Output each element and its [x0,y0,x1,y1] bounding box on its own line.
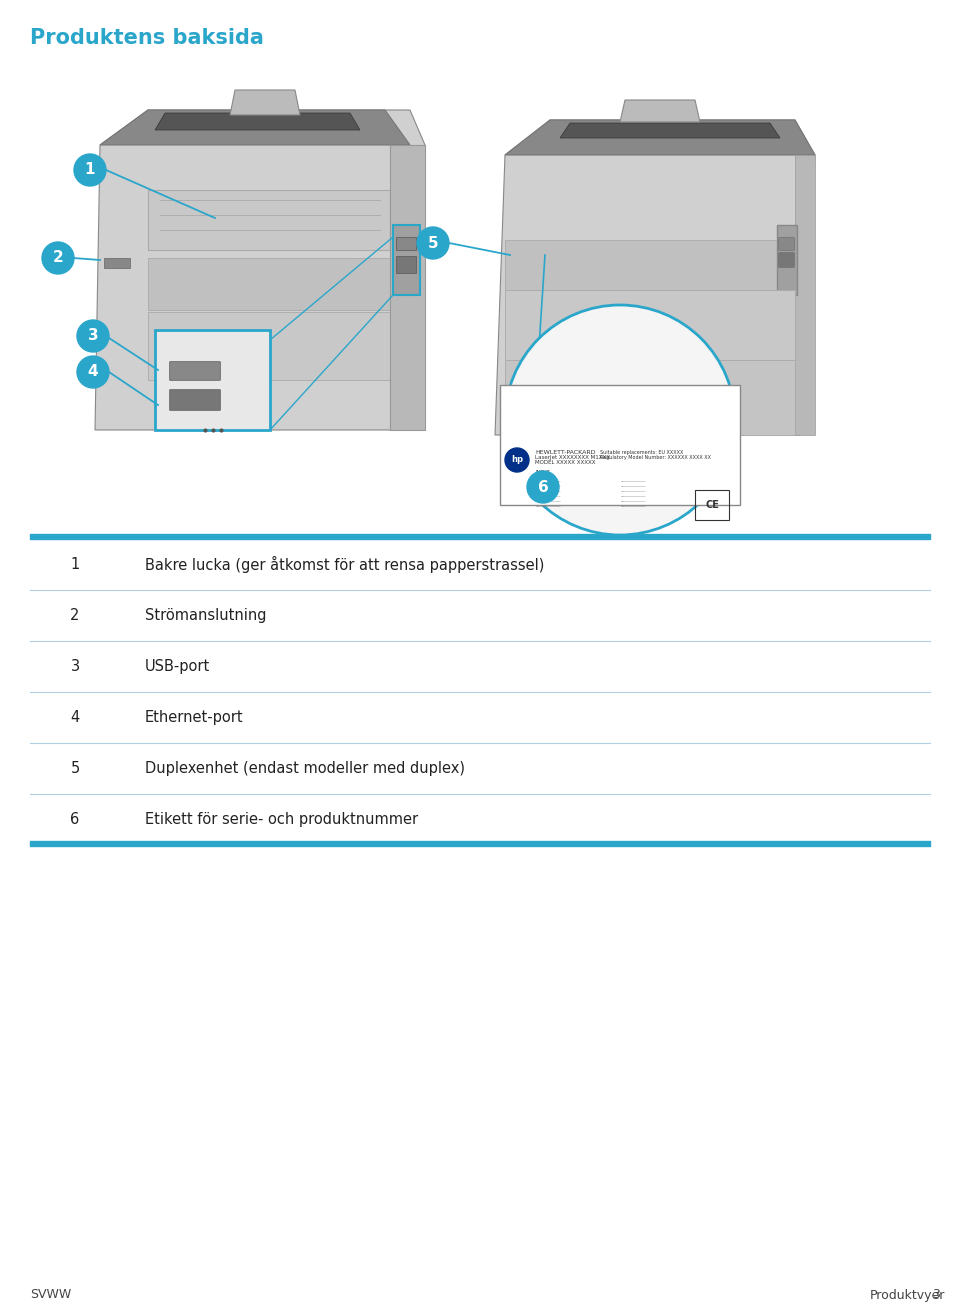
Text: Regulatory Model Number: XXXXXX XXXX XX: Regulatory Model Number: XXXXXX XXXX XX [600,455,711,461]
Polygon shape [560,122,780,138]
Polygon shape [495,120,815,436]
Polygon shape [505,290,795,361]
FancyBboxPatch shape [500,386,740,505]
Text: Bakre lucka (ger åtkomst för att rensa papperstrassel): Bakre lucka (ger åtkomst för att rensa p… [145,555,544,572]
Text: ____________: ____________ [535,483,561,487]
Polygon shape [390,145,425,430]
Circle shape [505,447,529,472]
Polygon shape [795,155,815,436]
Text: Ethernet-port: Ethernet-port [145,711,244,725]
Text: LaserJet XXXXXXXX M1XXX: LaserJet XXXXXXXX M1XXX [535,455,610,461]
Text: MODEL XXXXX XXXXX: MODEL XXXXX XXXXX [535,461,595,465]
Text: 6: 6 [70,812,80,826]
FancyBboxPatch shape [779,238,794,250]
Text: ____________: ____________ [620,478,645,482]
Text: Produktvyer: Produktvyer [870,1288,946,1302]
Text: CE: CE [705,500,719,511]
Polygon shape [505,120,815,155]
Text: Produktens baksida: Produktens baksida [30,28,264,47]
Text: Suitable replacements: EU XXXXX: Suitable replacements: EU XXXXX [600,450,684,455]
Polygon shape [148,190,390,250]
Circle shape [42,242,74,274]
Text: 2: 2 [53,250,63,266]
Text: 6: 6 [538,479,548,495]
Polygon shape [505,240,795,290]
Polygon shape [100,111,410,145]
FancyBboxPatch shape [170,390,220,411]
Text: USB-port: USB-port [145,659,210,674]
Text: Duplexenhet (endast modeller med duplex): Duplexenhet (endast modeller med duplex) [145,761,465,776]
FancyBboxPatch shape [155,330,270,430]
Polygon shape [104,258,130,268]
Text: ____________: ____________ [535,497,561,501]
Polygon shape [777,225,797,295]
Polygon shape [155,113,360,130]
Text: INPUT: INPUT [535,470,550,475]
Text: 3: 3 [932,1288,940,1302]
Text: 4: 4 [70,711,80,725]
Text: ____________: ____________ [535,503,561,507]
Circle shape [505,305,735,536]
Circle shape [417,226,449,259]
Text: ____________: ____________ [620,497,645,501]
FancyBboxPatch shape [779,253,794,267]
Polygon shape [230,89,300,114]
Text: 4: 4 [87,365,98,379]
Polygon shape [620,100,700,122]
Text: Etikett för serie- och produktnummer: Etikett för serie- och produktnummer [145,812,419,826]
Text: 3: 3 [70,659,80,674]
Text: 5: 5 [428,236,439,250]
Text: 1: 1 [70,557,80,572]
Circle shape [77,357,109,388]
Polygon shape [396,237,416,250]
Circle shape [527,471,559,503]
Text: 1: 1 [84,162,95,178]
Text: ____________: ____________ [620,483,645,487]
Text: Strömanslutning: Strömanslutning [145,608,267,622]
Text: ____________: ____________ [535,478,561,482]
Text: 2: 2 [70,608,80,622]
FancyBboxPatch shape [170,362,220,380]
Circle shape [77,320,109,351]
Text: hp: hp [511,455,523,465]
Text: ____________: ____________ [535,488,561,492]
Polygon shape [396,257,416,272]
Circle shape [74,154,106,186]
Polygon shape [148,258,390,311]
Text: HEWLETT-PACKARD: HEWLETT-PACKARD [535,450,595,455]
Text: ____________: ____________ [620,503,645,507]
Text: 5: 5 [70,761,80,776]
Text: ____________: ____________ [620,488,645,492]
Polygon shape [148,312,390,380]
Text: ____________: ____________ [535,494,561,497]
Polygon shape [393,225,420,295]
Text: SVWW: SVWW [30,1288,71,1302]
Polygon shape [505,361,795,436]
Text: ____________: ____________ [620,494,645,497]
Text: 3: 3 [87,329,98,343]
Polygon shape [95,111,425,430]
